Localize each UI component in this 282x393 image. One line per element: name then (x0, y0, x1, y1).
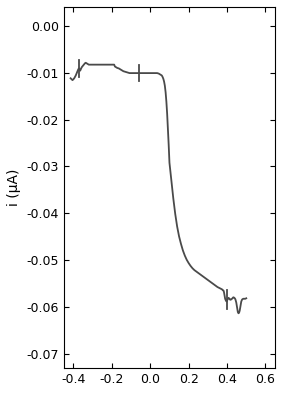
Y-axis label: i (μA): i (μA) (7, 169, 21, 206)
